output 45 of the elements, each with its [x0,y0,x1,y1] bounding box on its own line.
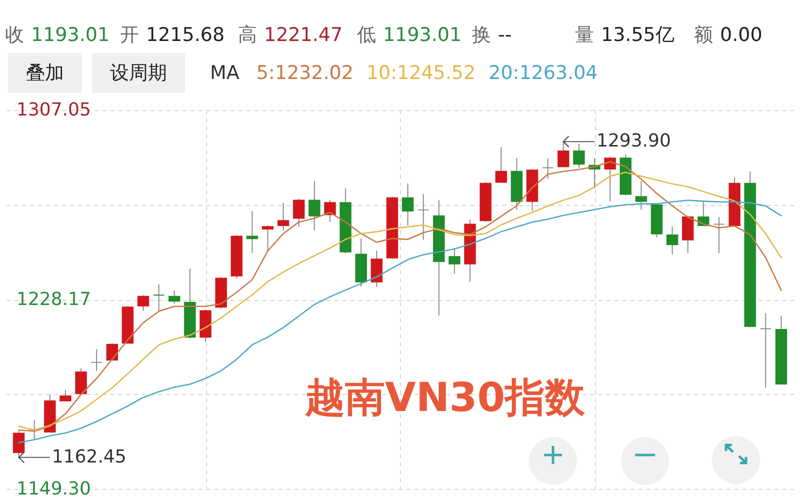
annotation: 1162.45 [52,446,126,468]
candlestick [604,156,616,202]
candlestick [495,146,507,183]
candlestick [402,182,414,226]
y-tick-label: 1228.17 [16,289,91,310]
candlestick [682,215,694,254]
candlestick [370,250,383,288]
candlestick [168,290,180,304]
candlestick [573,143,585,168]
text: 5:1232.02 [256,62,354,84]
text: 收 1193.01 [5,24,110,46]
candlestick [448,248,460,274]
text: 额 0.00 [694,24,762,46]
candlestick [666,226,678,255]
candlestick [760,312,772,388]
candlestick [324,200,336,222]
text: 开 1215.68 [120,24,225,46]
annotation: 1293.90 [596,130,671,152]
text: 换 -- [472,24,512,46]
candlestick [308,180,320,231]
candlestick [152,284,165,312]
text: 高 1221.47 [238,24,343,46]
candlestick [635,180,648,210]
candlestick [75,368,87,394]
text: 10:1245.52 [366,62,476,84]
candlestick [713,216,725,254]
button: 叠加 [8,53,82,93]
y-tick-label: 1149.30 [16,478,91,500]
candlestick [90,348,102,372]
y-tick-label: 1307.05 [16,100,91,120]
legend-title: MA [210,62,240,84]
candlestick [277,202,290,231]
candlestick [137,294,150,312]
candlestick [542,158,554,180]
candlestick [12,430,25,458]
text: 20:1263.04 [488,62,598,84]
candlestick [262,224,274,252]
text: 低 1193.01 [357,24,462,46]
button: 设周期 [92,53,185,93]
text: 越南VN30指数 [305,374,586,422]
text: 量 13.55亿 [575,24,674,46]
candlestick [558,141,570,168]
candlestick [293,198,305,228]
candlestick [417,194,430,240]
candlestick [60,390,72,402]
